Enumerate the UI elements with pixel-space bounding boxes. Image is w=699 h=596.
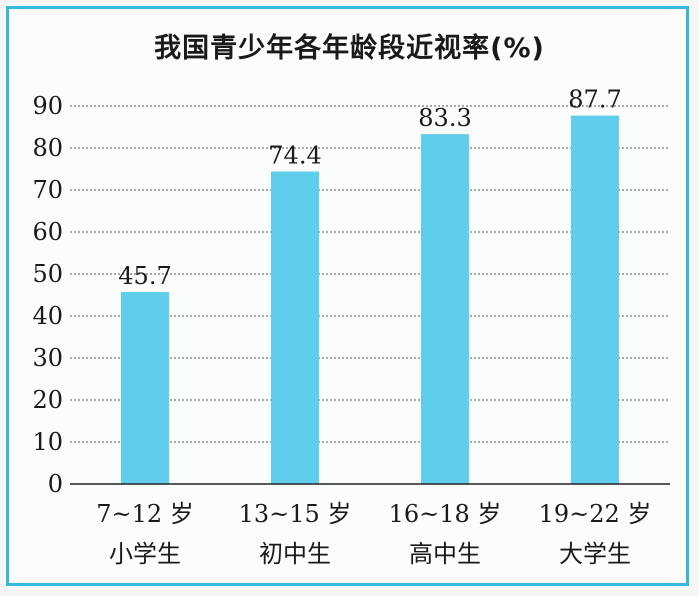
category-label-line2: 初中生 bbox=[259, 540, 331, 568]
category-label-line2: 小学生 bbox=[109, 540, 181, 568]
bar bbox=[271, 171, 319, 484]
y-tick-label: 60 bbox=[32, 218, 63, 246]
y-tick-label: 50 bbox=[32, 260, 63, 288]
data-label: 83.3 bbox=[418, 104, 471, 132]
y-axis-ticks: 0 10 20 30 40 50 60 70 80 90 bbox=[32, 92, 63, 498]
y-tick-label: 70 bbox=[32, 176, 63, 204]
y-tick-label: 40 bbox=[32, 302, 63, 330]
bars bbox=[121, 115, 619, 484]
data-label: 45.7 bbox=[118, 262, 171, 290]
y-tick-label: 0 bbox=[48, 470, 63, 498]
category-label-line1: 16~18 岁 bbox=[389, 500, 502, 528]
y-tick-label: 20 bbox=[32, 386, 63, 414]
bar bbox=[121, 292, 169, 484]
grid-lines bbox=[70, 105, 670, 443]
data-label: 74.4 bbox=[268, 142, 321, 170]
data-labels: 45.7 74.4 83.3 87.7 bbox=[118, 86, 621, 290]
category-label-line1: 19~22 岁 bbox=[539, 500, 652, 528]
y-tick-label: 80 bbox=[32, 134, 63, 162]
bar bbox=[421, 134, 469, 484]
category-label-line2: 高中生 bbox=[409, 540, 481, 568]
y-tick-label: 30 bbox=[32, 344, 63, 372]
chart-title: 我国青少年各年龄段近视率(%) bbox=[154, 33, 545, 64]
category-label-line2: 大学生 bbox=[559, 540, 631, 568]
y-tick-label: 10 bbox=[32, 428, 63, 456]
y-tick-label: 90 bbox=[32, 92, 63, 120]
category-label-line1: 13~15 岁 bbox=[239, 500, 352, 528]
data-label: 87.7 bbox=[568, 86, 621, 114]
category-label-line1: 7~12 岁 bbox=[96, 500, 194, 528]
bar bbox=[571, 115, 619, 484]
